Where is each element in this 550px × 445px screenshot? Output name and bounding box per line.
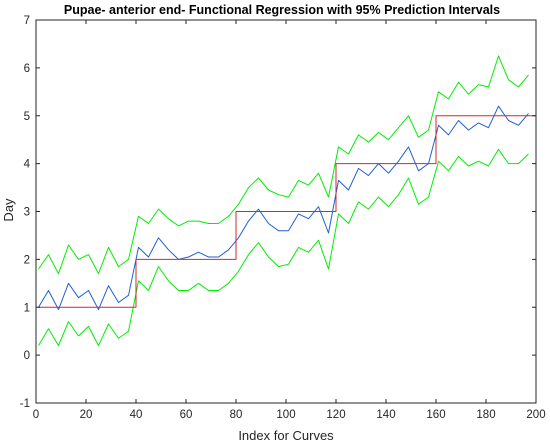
x-tick-label: 120 <box>326 409 345 421</box>
x-tick-label: 140 <box>376 409 395 421</box>
y-tick-label: 5 <box>24 111 30 123</box>
y-tick-label: 4 <box>24 159 31 171</box>
series-line-upper-95-prediction-interval <box>38 55 529 275</box>
x-tick-label: 40 <box>130 409 143 421</box>
x-tick-label: 100 <box>276 409 295 421</box>
chart-title: Pupae- anterior end- Functional Regressi… <box>64 3 500 17</box>
x-tick-label: 0 <box>33 409 39 421</box>
y-tick-label: 2 <box>24 254 30 266</box>
y-tick-label: 3 <box>24 207 30 219</box>
series-layer <box>38 55 536 347</box>
series-line-fitted <box>38 105 529 311</box>
series-line-true-value-step <box>38 115 536 308</box>
y-axis-label: Day <box>1 198 16 222</box>
x-tick-label: 60 <box>180 409 193 421</box>
y-tick-label: 7 <box>24 15 30 27</box>
x-tick-label: 180 <box>476 409 495 421</box>
y-tick-label: 1 <box>24 302 30 314</box>
y-tick-label: 0 <box>24 350 30 362</box>
x-axis-label: Index for Curves <box>238 428 334 443</box>
x-tick-label: 200 <box>526 409 545 421</box>
series-line-lower-95-prediction-interval <box>38 148 529 347</box>
x-tick-label: 80 <box>230 409 243 421</box>
x-axis: 0 20 40 60 80 100 120 140 160 180 200 <box>33 20 546 421</box>
x-tick-label: 160 <box>426 409 445 421</box>
y-tick-label: -1 <box>20 398 30 410</box>
y-tick-label: 6 <box>24 63 30 75</box>
y-axis: -1 0 1 2 3 4 5 6 7 <box>20 15 536 410</box>
x-tick-label: 20 <box>80 409 93 421</box>
